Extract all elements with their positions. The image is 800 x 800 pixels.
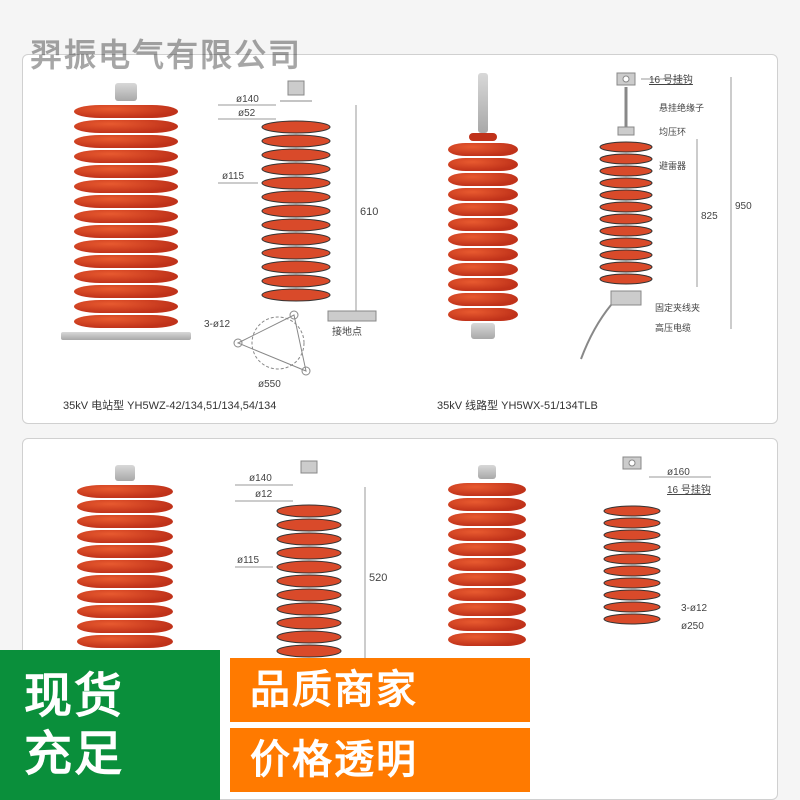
sheds-bl — [77, 485, 173, 663]
svg-text:ø550: ø550 — [258, 379, 281, 390]
svg-text:950: 950 — [735, 201, 752, 212]
arrester-line-photo — [443, 73, 523, 339]
arrester-station-photo — [61, 83, 191, 340]
arrester-bottom-left — [65, 465, 185, 665]
line-diagram: 16 号挂钩 悬挂绝缘子 均压环 避雷器 825 950 固定夹线夹 高压电缆 — [563, 69, 773, 389]
svg-text:ø140: ø140 — [249, 473, 272, 484]
svg-text:3-ø12: 3-ø12 — [681, 603, 708, 614]
svg-text:ø140: ø140 — [236, 94, 259, 105]
svg-text:16 号挂钩: 16 号挂钩 — [649, 73, 693, 86]
base-plate — [61, 332, 191, 340]
badge-price: 价格透明 — [230, 728, 530, 792]
sheds-br — [448, 483, 526, 646]
svg-text:均压环: 均压环 — [659, 126, 686, 137]
station-diagram: ø140 ø52 ø115 610 3-ø12 ø550 接地点 — [198, 75, 408, 395]
svg-text:16 号挂钩: 16 号挂钩 — [667, 483, 711, 496]
svg-text:610: 610 — [360, 206, 378, 218]
line-top-rod — [478, 73, 488, 133]
sheds-line — [448, 143, 518, 321]
svg-text:ø115: ø115 — [222, 171, 244, 182]
company-watermark: 羿振电气有限公司 — [30, 30, 302, 76]
cap-br — [478, 465, 496, 479]
cap-bl — [115, 465, 135, 481]
svg-text:固定夹线夹: 固定夹线夹 — [655, 302, 700, 313]
svg-text:520: 520 — [369, 572, 387, 584]
svg-text:ø12: ø12 — [255, 489, 273, 500]
badge-in-stock: 现货 充足 — [0, 650, 220, 800]
svg-text:3-ø12: 3-ø12 — [204, 319, 231, 330]
svg-text:避雷器: 避雷器 — [659, 160, 686, 171]
top-cap — [115, 83, 137, 101]
svg-text:ø52: ø52 — [238, 108, 256, 119]
svg-text:ø115: ø115 — [237, 555, 259, 566]
svg-text:接地点: 接地点 — [332, 325, 362, 338]
arrester-bottom-right — [443, 465, 531, 648]
svg-text:825: 825 — [701, 211, 718, 222]
label-station: 35kV 电站型 YH5WZ-42/134,51/134,54/134 — [63, 397, 276, 413]
sheds-station — [74, 105, 178, 328]
svg-text:ø160: ø160 — [667, 467, 690, 478]
svg-text:ø250: ø250 — [681, 621, 704, 632]
panel-top: ø140 ø52 ø115 610 3-ø12 ø550 接地点 — [22, 54, 778, 424]
svg-text:悬挂绝缘子: 悬挂绝缘子 — [659, 102, 704, 113]
svg-text:高压电缆: 高压电缆 — [655, 322, 691, 333]
line-bottom — [471, 323, 495, 339]
label-line: 35kV 线路型 YH5WX-51/134TLB — [437, 397, 598, 413]
badge-quality: 品质商家 — [230, 658, 530, 722]
bottom-right-diagram: ø160 16 号挂钩 3-ø12 ø250 — [571, 453, 771, 763]
